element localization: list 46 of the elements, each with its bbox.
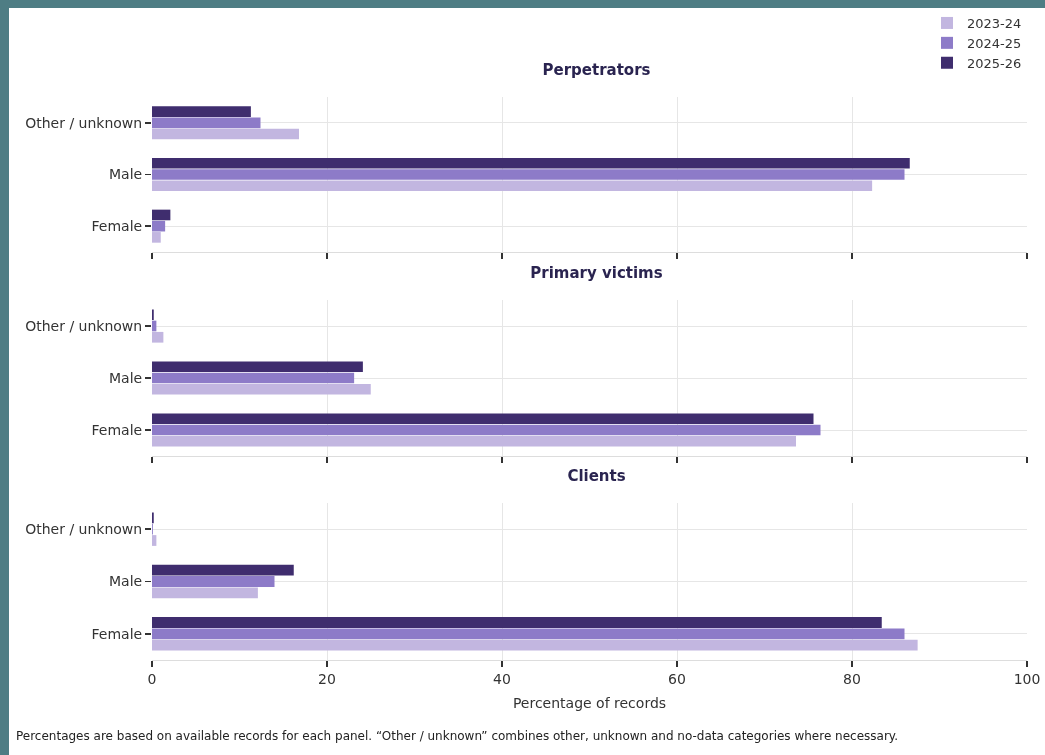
legend-label: 2025-26	[967, 55, 1022, 71]
bar	[152, 180, 873, 192]
bar	[152, 117, 261, 129]
y-tick-label: Male	[109, 166, 143, 183]
bar	[152, 372, 355, 384]
bar	[152, 169, 905, 180]
bar	[152, 424, 821, 436]
y-tick-label: Male	[109, 369, 143, 386]
y-tick-label: Other / unknown	[25, 114, 143, 131]
y-tick-label: Male	[109, 573, 143, 590]
bar	[152, 564, 294, 576]
bar	[152, 232, 161, 243]
bar	[152, 435, 796, 447]
x-axis-title: Percentage of records	[512, 695, 667, 712]
y-tick-label: Female	[91, 218, 143, 235]
chart-title: Perpetrators	[542, 61, 651, 79]
bar	[152, 361, 363, 373]
bar	[152, 587, 258, 599]
y-tick-label: Other / unknown	[25, 317, 143, 334]
chart-title: Primary victims	[530, 264, 663, 282]
bar	[152, 331, 164, 343]
bar	[152, 617, 882, 628]
x-tick-label: 80	[843, 670, 861, 687]
bar	[152, 220, 166, 232]
bar	[152, 157, 910, 169]
y-tick-label: Female	[91, 421, 143, 438]
y-tick-label: Other / unknown	[25, 521, 143, 538]
y-tick-label: Female	[91, 625, 143, 642]
x-tick-label: 100	[1013, 670, 1041, 687]
x-tick-label: 0	[147, 670, 157, 687]
legend-label: 2023-24	[967, 16, 1022, 32]
bar	[152, 413, 814, 425]
legend-label: 2024-25	[967, 35, 1022, 51]
bar	[152, 576, 275, 587]
chart-title: Clients	[567, 467, 626, 485]
bar	[152, 106, 251, 117]
x-tick-label: 20	[318, 670, 336, 687]
bar	[152, 209, 171, 221]
bar	[152, 628, 905, 640]
bar	[152, 535, 157, 546]
x-tick-label: 40	[493, 670, 511, 687]
bar	[152, 383, 371, 395]
bar	[152, 639, 918, 651]
text: Percentages are based on available records for each panel. “Other / unknown” combines other, unknown and no-data categories where necessary.	[16, 729, 899, 743]
bar	[152, 128, 299, 140]
x-tick-label: 60	[668, 670, 686, 687]
